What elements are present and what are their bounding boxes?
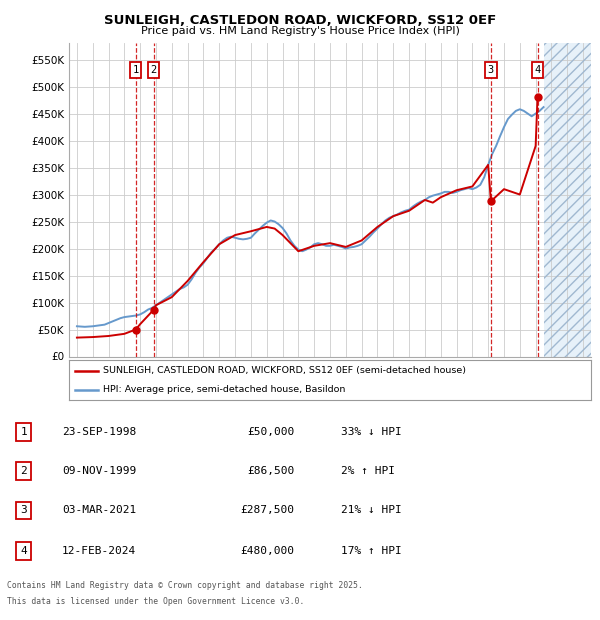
Text: 2: 2 xyxy=(20,466,27,476)
Text: 03-MAR-2021: 03-MAR-2021 xyxy=(62,505,136,515)
Text: This data is licensed under the Open Government Licence v3.0.: This data is licensed under the Open Gov… xyxy=(7,597,305,606)
Text: SUNLEIGH, CASTLEDON ROAD, WICKFORD, SS12 0EF (semi-detached house): SUNLEIGH, CASTLEDON ROAD, WICKFORD, SS12… xyxy=(103,366,466,375)
Text: 1: 1 xyxy=(133,65,139,75)
Text: 4: 4 xyxy=(535,65,541,75)
Text: 09-NOV-1999: 09-NOV-1999 xyxy=(62,466,136,476)
Text: 23-SEP-1998: 23-SEP-1998 xyxy=(62,427,136,437)
Text: Contains HM Land Registry data © Crown copyright and database right 2025.: Contains HM Land Registry data © Crown c… xyxy=(7,581,363,590)
Text: £50,000: £50,000 xyxy=(247,427,294,437)
Text: £86,500: £86,500 xyxy=(247,466,294,476)
Text: Price paid vs. HM Land Registry's House Price Index (HPI): Price paid vs. HM Land Registry's House … xyxy=(140,26,460,36)
Text: 33% ↓ HPI: 33% ↓ HPI xyxy=(341,427,402,437)
Text: 4: 4 xyxy=(20,546,27,556)
Text: 3: 3 xyxy=(488,65,494,75)
Bar xyxy=(544,43,591,356)
Text: 12-FEB-2024: 12-FEB-2024 xyxy=(62,546,136,556)
Text: HPI: Average price, semi-detached house, Basildon: HPI: Average price, semi-detached house,… xyxy=(103,385,346,394)
Text: 17% ↑ HPI: 17% ↑ HPI xyxy=(341,546,402,556)
Text: SUNLEIGH, CASTLEDON ROAD, WICKFORD, SS12 0EF: SUNLEIGH, CASTLEDON ROAD, WICKFORD, SS12… xyxy=(104,14,496,27)
Text: 3: 3 xyxy=(20,505,27,515)
Text: 1: 1 xyxy=(20,427,27,437)
Text: 21% ↓ HPI: 21% ↓ HPI xyxy=(341,505,402,515)
Bar xyxy=(544,43,591,356)
Text: £480,000: £480,000 xyxy=(240,546,294,556)
Text: 2: 2 xyxy=(151,65,157,75)
Text: £287,500: £287,500 xyxy=(240,505,294,515)
Text: 2% ↑ HPI: 2% ↑ HPI xyxy=(341,466,395,476)
